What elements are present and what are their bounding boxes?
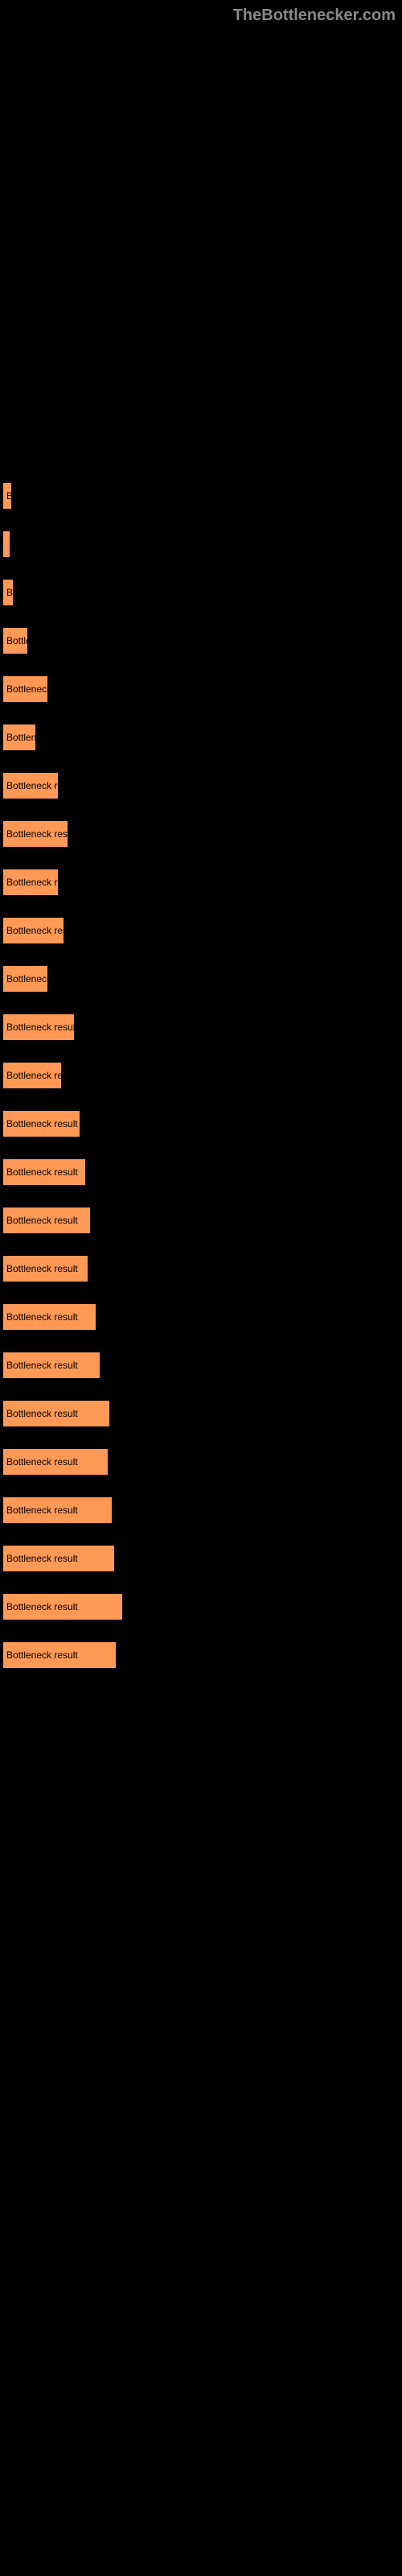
chart-bar: Bottleneck result — [3, 1014, 74, 1040]
bar-row: Bottleneck result — [3, 1304, 402, 1330]
chart-bar: Bottleneck result — [3, 1208, 90, 1233]
chart-bar — [3, 531, 10, 557]
bar-row: Bottleneck result — [3, 1449, 402, 1475]
bar-row: Bottlen — [3, 724, 402, 750]
bar-row: Bottleneck — [3, 676, 402, 702]
bar-row: Bottleneck resu — [3, 821, 402, 847]
watermark-text: TheBottlenecker.com — [233, 6, 396, 25]
chart-bar: Bottleneck result — [3, 1159, 85, 1185]
bar-row: Bottleneck result — [3, 1014, 402, 1040]
chart-bar: Bottleneck res — [3, 918, 64, 943]
bar-row: B — [3, 580, 402, 605]
bar-row: Bottleneck result — [3, 1546, 402, 1571]
bar-row: Bottleneck result — [3, 1256, 402, 1282]
bar-row: Bottleneck result — [3, 1159, 402, 1185]
bar-row: Bottleneck result — [3, 1208, 402, 1233]
bar-row: Bottleneck re — [3, 773, 402, 799]
chart-bar: Bottleneck resu — [3, 821, 68, 847]
chart-bar: Bottleneck re — [3, 773, 58, 799]
chart-bar: Bottleneck result — [3, 1546, 114, 1571]
bar-row: Bottleneck res — [3, 918, 402, 943]
bar-row: Bottleneck re — [3, 869, 402, 895]
chart-bar: Bottleneck re — [3, 1063, 61, 1088]
chart-bar: Bottleneck — [3, 966, 47, 992]
chart-bar: Bottleneck result — [3, 1642, 116, 1668]
chart-bar: Bottle — [3, 628, 27, 654]
chart-bar: Bottleneck result — [3, 1497, 112, 1523]
bar-row: Bottleneck result — [3, 1642, 402, 1668]
bar-row: Bottleneck result — [3, 1111, 402, 1137]
chart-bar: Bottleneck re — [3, 869, 58, 895]
bar-row — [3, 531, 402, 557]
chart-bar: Bottlen — [3, 724, 35, 750]
bar-chart: B B Bottle Bottleneck Bottlen Bottleneck re Bo… — [0, 0, 402, 1668]
chart-bar: Bottleneck result — [3, 1401, 109, 1426]
bar-row: Bottleneck result — [3, 1401, 402, 1426]
bar-row: Bottle — [3, 628, 402, 654]
chart-bar: B — [3, 580, 13, 605]
chart-bar: Bottleneck result — [3, 1449, 108, 1475]
bar-row: Bottleneck re — [3, 1063, 402, 1088]
chart-bar: Bottleneck result — [3, 1111, 80, 1137]
bar-row: Bottleneck result — [3, 1594, 402, 1620]
bar-row: Bottleneck result — [3, 1497, 402, 1523]
bar-row: Bottleneck result — [3, 1352, 402, 1378]
chart-bar: Bottleneck — [3, 676, 47, 702]
chart-bar: Bottleneck result — [3, 1256, 88, 1282]
chart-bar: Bottleneck result — [3, 1594, 122, 1620]
chart-bar: Bottleneck result — [3, 1352, 100, 1378]
chart-bar: B — [3, 483, 11, 509]
bar-row: B — [3, 483, 402, 509]
chart-bar: Bottleneck result — [3, 1304, 96, 1330]
bar-row: Bottleneck — [3, 966, 402, 992]
